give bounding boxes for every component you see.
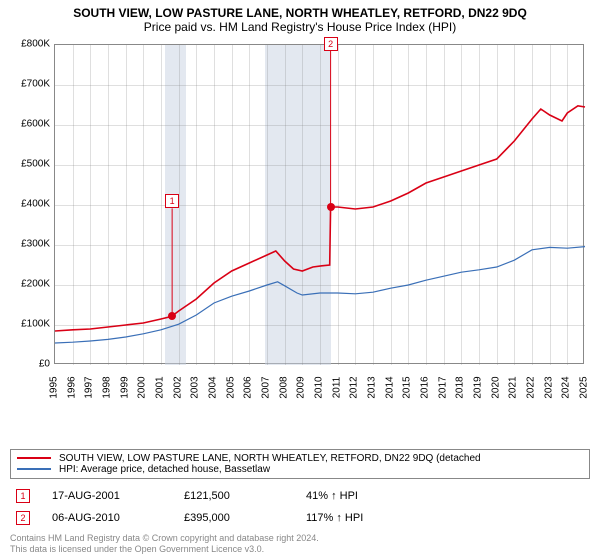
series-price_paid — [55, 106, 585, 331]
y-tick-label: £300K — [10, 239, 50, 250]
sales-row: 1 17-AUG-2001 £121,500 41% ↑ HPI — [10, 485, 590, 507]
series-hpi — [55, 247, 585, 343]
x-tick-label: 1999 — [119, 376, 130, 398]
chart-area: 12£0£100K£200K£300K£400K£500K£600K£700K£… — [10, 38, 590, 443]
sales-row-vs-hpi: 41% ↑ HPI — [306, 490, 358, 502]
sale-marker-box: 2 — [324, 37, 338, 51]
y-tick-label: £800K — [10, 39, 50, 50]
plot-region: 12 — [54, 44, 584, 364]
sales-row-marker: 1 — [16, 489, 30, 503]
x-tick-label: 2014 — [384, 376, 395, 398]
sale-marker-dot — [168, 312, 176, 320]
x-tick-label: 2009 — [296, 376, 307, 398]
x-tick-label: 2012 — [349, 376, 360, 398]
x-tick-label: 1997 — [84, 376, 95, 398]
x-tick-label: 2023 — [543, 376, 554, 398]
x-tick-label: 2018 — [455, 376, 466, 398]
y-tick-label: £0 — [10, 359, 50, 370]
x-tick-label: 2022 — [526, 376, 537, 398]
sales-table: 1 17-AUG-2001 £121,500 41% ↑ HPI 2 06-AUG-201… — [10, 485, 590, 529]
y-tick-label: £200K — [10, 279, 50, 290]
x-tick-label: 2019 — [473, 376, 484, 398]
sales-row-vs-hpi: 117% ↑ HPI — [306, 512, 363, 524]
x-tick-label: 2025 — [579, 376, 590, 398]
footer-line2: This data is licensed under the Open Gov… — [10, 544, 590, 556]
x-tick-label: 1996 — [66, 376, 77, 398]
x-tick-label: 2005 — [225, 376, 236, 398]
chart-title-line1: SOUTH VIEW, LOW PASTURE LANE, NORTH WHEA… — [10, 6, 590, 20]
x-tick-label: 2004 — [208, 376, 219, 398]
sales-row-price: £395,000 — [184, 512, 284, 524]
y-tick-label: £600K — [10, 119, 50, 130]
sale-marker-box: 1 — [165, 194, 179, 208]
x-tick-label: 2020 — [490, 376, 501, 398]
y-tick-label: £100K — [10, 319, 50, 330]
series-svg — [55, 45, 585, 365]
x-tick-label: 2001 — [155, 376, 166, 398]
x-tick-label: 2016 — [420, 376, 431, 398]
x-tick-label: 2015 — [402, 376, 413, 398]
y-tick-label: £500K — [10, 159, 50, 170]
x-tick-label: 2008 — [278, 376, 289, 398]
x-tick-label: 2000 — [137, 376, 148, 398]
chart-title-line2: Price paid vs. HM Land Registry's House … — [10, 20, 590, 34]
footer-attribution: Contains HM Land Registry data © Crown c… — [10, 533, 590, 556]
legend-row: HPI: Average price, detached house, Bass… — [17, 464, 583, 475]
x-tick-label: 1998 — [102, 376, 113, 398]
legend-swatch — [17, 457, 51, 459]
sales-row-date: 06-AUG-2010 — [52, 512, 162, 524]
y-tick-label: £400K — [10, 199, 50, 210]
x-tick-label: 2011 — [331, 377, 342, 399]
sales-row-date: 17-AUG-2001 — [52, 490, 162, 502]
x-tick-label: 2010 — [314, 376, 325, 398]
legend-label: HPI: Average price, detached house, Bass… — [59, 464, 270, 475]
x-tick-label: 2021 — [508, 376, 519, 398]
sales-row-price: £121,500 — [184, 490, 284, 502]
y-tick-label: £700K — [10, 79, 50, 90]
x-tick-label: 2006 — [243, 376, 254, 398]
legend-swatch — [17, 468, 51, 470]
sales-row: 2 06-AUG-2010 £395,000 117% ↑ HPI — [10, 507, 590, 529]
legend-label: SOUTH VIEW, LOW PASTURE LANE, NORTH WHEA… — [59, 453, 481, 464]
footer-line1: Contains HM Land Registry data © Crown c… — [10, 533, 590, 545]
x-tick-label: 1995 — [49, 376, 60, 398]
x-tick-label: 2003 — [190, 376, 201, 398]
x-tick-label: 2013 — [367, 376, 378, 398]
x-tick-label: 2017 — [437, 376, 448, 398]
sale-marker-dot — [327, 203, 335, 211]
x-tick-label: 2007 — [261, 376, 272, 398]
x-tick-label: 2002 — [172, 376, 183, 398]
sales-row-marker: 2 — [16, 511, 30, 525]
x-tick-label: 2024 — [561, 376, 572, 398]
legend-row: SOUTH VIEW, LOW PASTURE LANE, NORTH WHEA… — [17, 453, 583, 464]
legend: SOUTH VIEW, LOW PASTURE LANE, NORTH WHEA… — [10, 449, 590, 479]
